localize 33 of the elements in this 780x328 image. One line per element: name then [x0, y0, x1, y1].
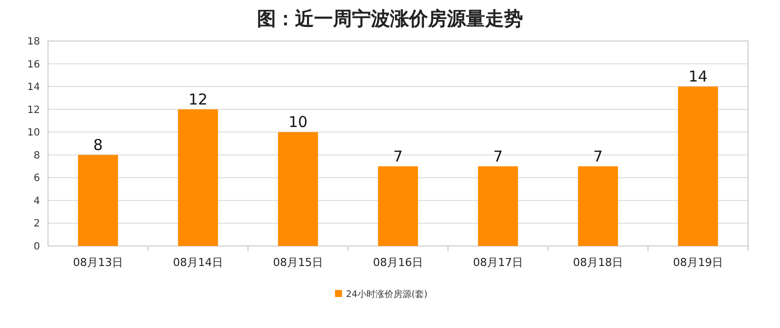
- x-tick-label: 08月13日: [73, 256, 123, 269]
- data-label: 14: [688, 68, 708, 86]
- y-tick-label: 0: [34, 242, 40, 252]
- bar: [378, 166, 418, 246]
- x-tick-label: 08月19日: [673, 256, 723, 269]
- y-tick-label: 2: [34, 218, 40, 230]
- y-tick-label: 8: [34, 150, 40, 162]
- y-tick-label: 10: [27, 128, 40, 139]
- y-tick-label: 6: [34, 173, 40, 184]
- x-tick-label: 08月18日: [573, 256, 623, 269]
- bar: [578, 166, 618, 246]
- bar: [678, 86, 718, 246]
- data-label: 12: [188, 90, 208, 108]
- x-tick-label: 08月15日: [273, 256, 323, 269]
- data-label: 7: [393, 147, 403, 166]
- bar: [78, 154, 118, 246]
- bar: [478, 166, 518, 246]
- y-tick-label: 12: [27, 104, 40, 116]
- y-tick-label: 16: [27, 59, 40, 70]
- data-label: 10: [288, 113, 308, 132]
- y-tick-label: 18: [27, 36, 40, 48]
- data-label: 7: [593, 147, 603, 166]
- x-tick-label: 08月16日: [373, 256, 423, 269]
- y-tick-label: 4: [34, 196, 40, 207]
- x-tick-label: 08月17日: [473, 256, 523, 269]
- bar: [178, 109, 218, 246]
- legend-label: 24小时涨价房源(套): [346, 289, 428, 300]
- y-tick-label: 14: [27, 82, 40, 94]
- chart-title: 图：近一周宁波涨价房源量走势: [257, 8, 523, 30]
- data-label: 7: [493, 147, 503, 166]
- bar: [278, 132, 318, 246]
- data-label: 8: [93, 136, 103, 154]
- x-tick-label: 08月14日: [173, 256, 223, 269]
